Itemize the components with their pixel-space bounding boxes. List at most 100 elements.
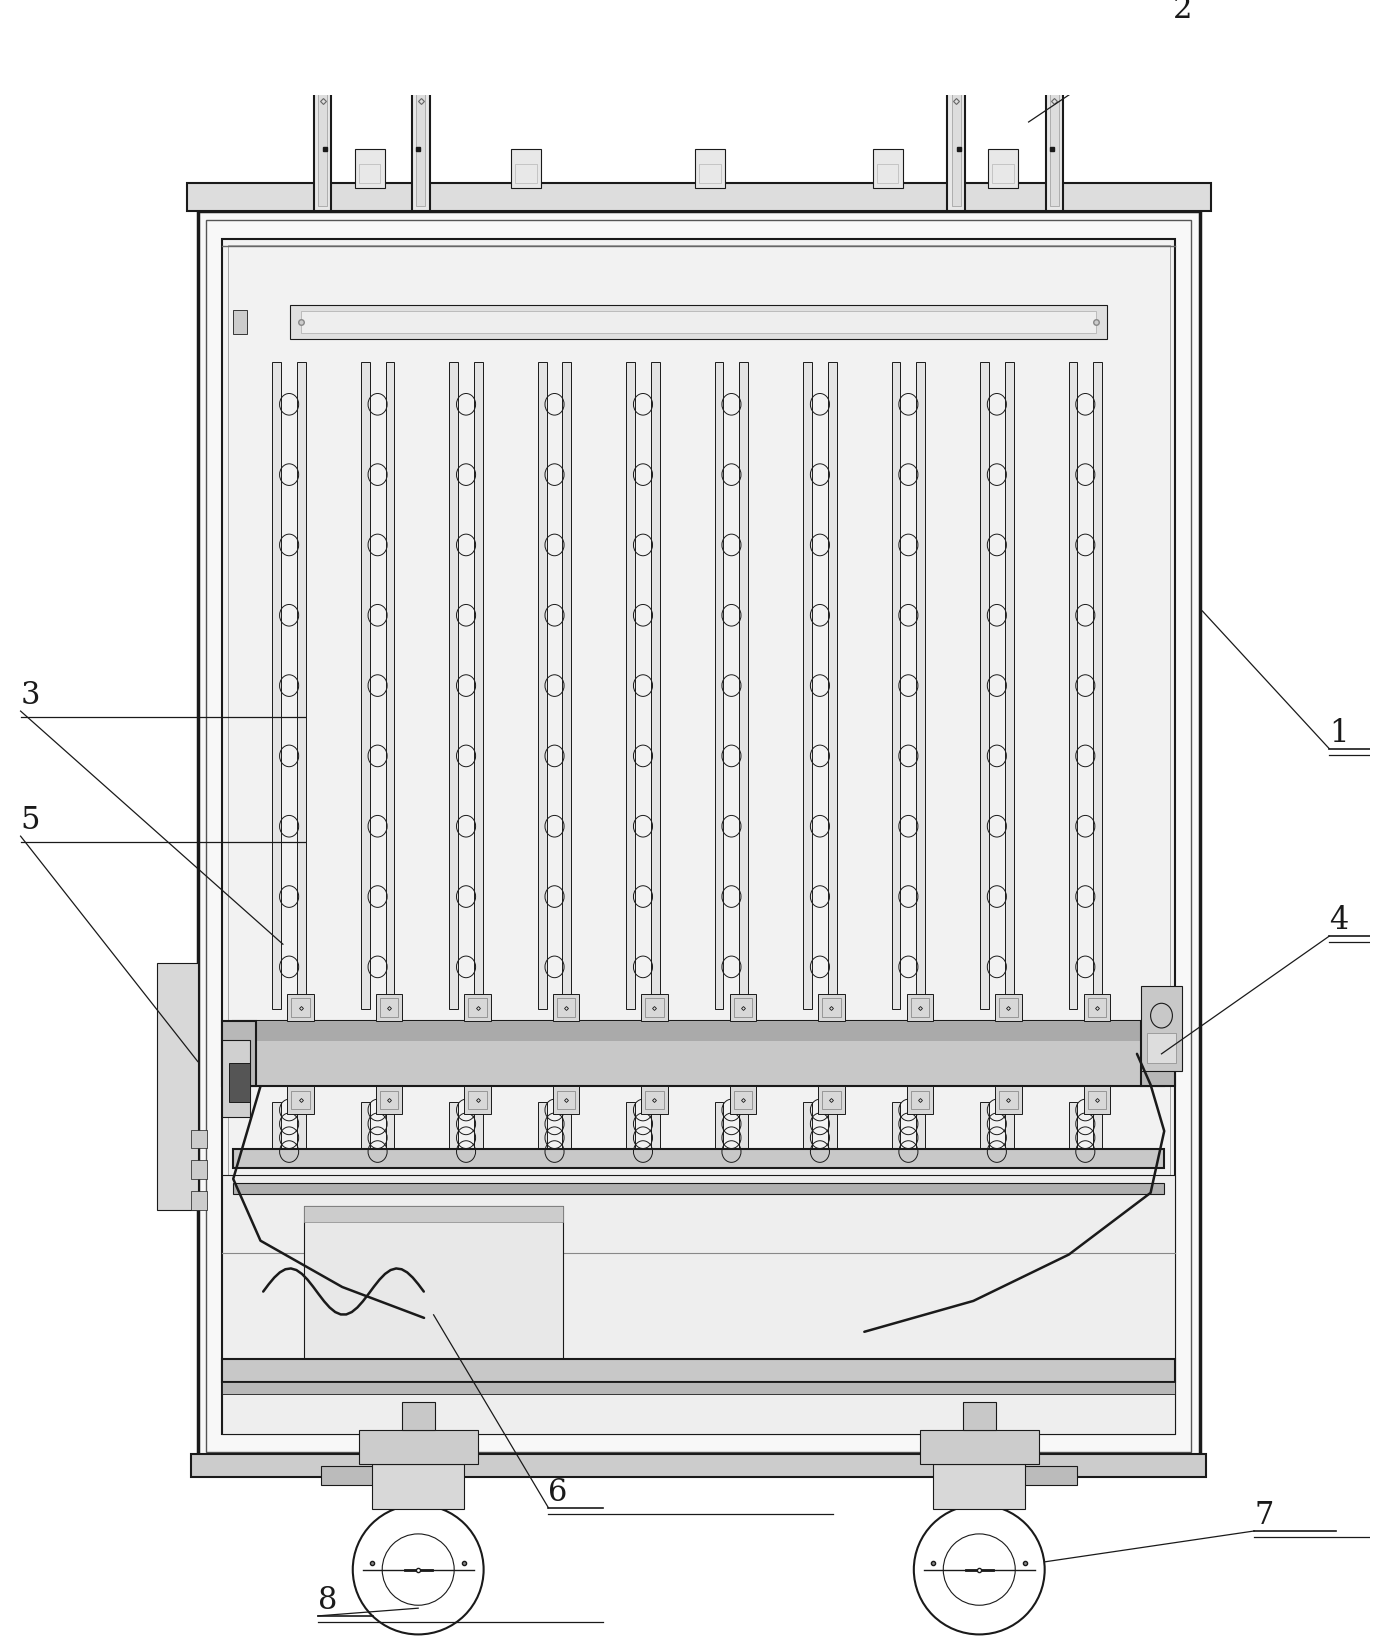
Bar bbox=[916, 1101, 925, 1160]
Bar bbox=[556, 997, 576, 1017]
Bar bbox=[1142, 986, 1181, 1072]
Bar bbox=[980, 1101, 989, 1160]
Bar bbox=[1084, 1086, 1110, 1114]
Bar bbox=[910, 1091, 929, 1109]
Bar bbox=[642, 994, 668, 1022]
Bar bbox=[297, 362, 306, 1009]
Bar bbox=[828, 362, 837, 1009]
Bar bbox=[1088, 1091, 1106, 1109]
Bar bbox=[1093, 1101, 1102, 1160]
Bar bbox=[947, 33, 1063, 53]
Bar bbox=[734, 1091, 752, 1109]
Bar bbox=[818, 994, 844, 1022]
Bar bbox=[963, 1402, 996, 1430]
Bar bbox=[822, 1091, 840, 1109]
Bar bbox=[288, 1086, 314, 1114]
Bar bbox=[157, 963, 198, 1210]
Bar bbox=[1142, 1022, 1175, 1086]
Bar bbox=[642, 1086, 668, 1114]
Bar bbox=[468, 1091, 486, 1109]
Bar bbox=[412, 33, 430, 211]
Bar bbox=[361, 362, 369, 1009]
Bar bbox=[380, 1091, 398, 1109]
Bar bbox=[288, 994, 314, 1022]
Bar bbox=[386, 1101, 394, 1160]
Bar bbox=[695, 150, 726, 188]
Bar bbox=[891, 1101, 901, 1160]
Bar bbox=[292, 997, 310, 1017]
Text: 8: 8 bbox=[318, 1585, 337, 1616]
Text: 2: 2 bbox=[1172, 0, 1192, 25]
Bar bbox=[372, 1463, 464, 1509]
Bar bbox=[1147, 1034, 1176, 1063]
Bar bbox=[916, 362, 925, 1009]
Bar bbox=[828, 1101, 837, 1160]
Bar bbox=[552, 1086, 580, 1114]
Bar bbox=[934, 1463, 1024, 1509]
Bar bbox=[1000, 997, 1018, 1017]
Bar bbox=[304, 1207, 563, 1221]
Bar bbox=[562, 1101, 571, 1160]
Bar bbox=[700, 165, 722, 183]
Bar bbox=[822, 997, 840, 1017]
Text: 4: 4 bbox=[1329, 905, 1348, 937]
Bar bbox=[651, 362, 660, 1009]
Bar bbox=[222, 1022, 256, 1086]
Bar bbox=[891, 362, 901, 1009]
Bar bbox=[187, 183, 1210, 211]
Bar bbox=[227, 245, 1169, 1427]
Bar bbox=[920, 1430, 1038, 1463]
Bar bbox=[996, 994, 1022, 1022]
Bar bbox=[222, 1175, 1175, 1434]
Bar bbox=[191, 1160, 208, 1179]
Bar bbox=[358, 165, 380, 183]
Bar bbox=[980, 362, 989, 1009]
Bar bbox=[1005, 1101, 1013, 1160]
Bar bbox=[207, 221, 1191, 1452]
Bar bbox=[359, 1430, 478, 1463]
Bar bbox=[233, 309, 246, 334]
Bar bbox=[910, 997, 929, 1017]
Bar bbox=[474, 362, 483, 1009]
Bar bbox=[304, 1207, 563, 1361]
Bar bbox=[627, 1101, 635, 1160]
Bar bbox=[1005, 362, 1013, 1009]
Bar bbox=[191, 1129, 208, 1147]
Text: 1: 1 bbox=[1329, 718, 1348, 749]
Bar bbox=[996, 1086, 1022, 1114]
Bar bbox=[1049, 38, 1059, 206]
Bar bbox=[556, 1091, 576, 1109]
Text: 3: 3 bbox=[21, 680, 40, 711]
Bar bbox=[537, 1101, 547, 1160]
Text: 6: 6 bbox=[548, 1476, 567, 1508]
Bar bbox=[468, 997, 486, 1017]
Bar bbox=[734, 997, 752, 1017]
Bar bbox=[354, 150, 384, 188]
Bar bbox=[380, 997, 398, 1017]
Bar bbox=[627, 362, 635, 1009]
Bar bbox=[222, 239, 1175, 1434]
Bar bbox=[646, 997, 664, 1017]
Bar bbox=[376, 1086, 402, 1114]
Bar bbox=[222, 1040, 249, 1118]
Bar bbox=[803, 1101, 812, 1160]
Bar bbox=[222, 1383, 1175, 1394]
Bar bbox=[273, 362, 281, 1009]
Bar bbox=[1084, 994, 1110, 1022]
Bar bbox=[515, 165, 537, 183]
Bar bbox=[1045, 33, 1063, 211]
Bar bbox=[651, 1101, 660, 1160]
Bar bbox=[947, 33, 965, 211]
Bar bbox=[993, 165, 1015, 183]
Bar bbox=[416, 38, 425, 206]
Bar bbox=[1000, 1091, 1018, 1109]
Bar bbox=[877, 165, 898, 183]
Bar bbox=[318, 38, 328, 206]
Bar bbox=[818, 1086, 844, 1114]
Bar bbox=[739, 362, 748, 1009]
Bar bbox=[1069, 1101, 1077, 1160]
Text: 7: 7 bbox=[1254, 1500, 1274, 1531]
Bar bbox=[222, 1360, 1175, 1383]
Bar bbox=[552, 994, 580, 1022]
Bar bbox=[198, 211, 1199, 1462]
